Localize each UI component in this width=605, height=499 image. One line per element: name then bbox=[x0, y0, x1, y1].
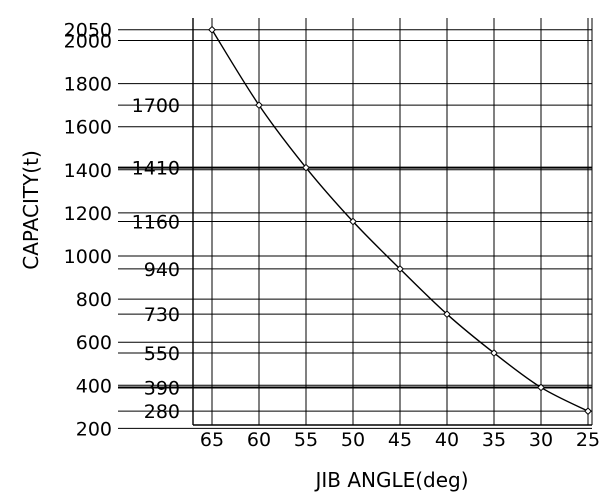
y-tick-label: 200 bbox=[76, 418, 112, 440]
data-label: 280 bbox=[144, 401, 180, 423]
y-axis-label: CAPACITY(t) bbox=[19, 150, 43, 270]
data-point bbox=[584, 407, 592, 416]
x-tick-label: 40 bbox=[435, 429, 459, 451]
y-tick-label: 2050 bbox=[64, 20, 112, 42]
y-tick-label: 600 bbox=[76, 332, 112, 354]
x-tick-label: 30 bbox=[529, 429, 553, 451]
x-axis-label: JIB ANGLE(deg) bbox=[313, 468, 468, 492]
x-tick-label: 60 bbox=[247, 429, 271, 451]
x-tick-label: 35 bbox=[482, 429, 506, 451]
x-tick-label: 25 bbox=[576, 429, 600, 451]
x-tick-label: 45 bbox=[388, 429, 412, 451]
data-label: 1700 bbox=[132, 95, 180, 117]
y-tick-label: 1200 bbox=[64, 203, 112, 225]
data-label: 550 bbox=[144, 343, 180, 365]
data-marks bbox=[208, 25, 592, 416]
x-tick-label: 65 bbox=[200, 429, 224, 451]
y-tick-label: 400 bbox=[76, 375, 112, 397]
data-point bbox=[490, 349, 498, 357]
y-tick-label: 1400 bbox=[64, 160, 112, 182]
data-label: 940 bbox=[144, 259, 180, 281]
data-point bbox=[349, 217, 357, 226]
y-tick-label: 1800 bbox=[64, 74, 112, 96]
labels: 200 400 600 800 1000 1200 1400 1600 1800 20002050… bbox=[64, 20, 600, 451]
data-point bbox=[443, 310, 451, 319]
data-point bbox=[302, 163, 310, 172]
data-label: 730 bbox=[144, 304, 180, 326]
data-label: 1410 bbox=[132, 158, 180, 180]
grid-lines bbox=[118, 18, 593, 429]
data-label: 1160 bbox=[132, 212, 180, 234]
data-point bbox=[255, 101, 263, 110]
data-point bbox=[208, 25, 216, 34]
data-point bbox=[537, 383, 545, 392]
data-label: 390 bbox=[144, 377, 180, 399]
y-tick-label: 800 bbox=[76, 289, 112, 311]
y-tick-label: 2000 bbox=[64, 31, 112, 53]
x-tick-label: 55 bbox=[294, 429, 318, 451]
y-tick-label: 1000 bbox=[64, 246, 112, 268]
y-tick-label: 1600 bbox=[64, 117, 112, 139]
capacity-curve bbox=[211, 29, 589, 412]
x-tick-label: 50 bbox=[341, 429, 365, 451]
data-point bbox=[396, 265, 404, 273]
